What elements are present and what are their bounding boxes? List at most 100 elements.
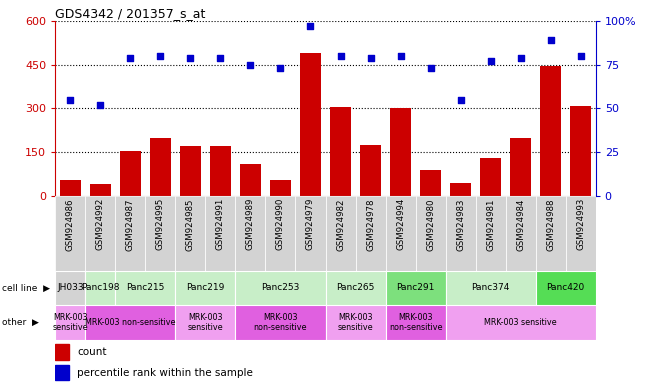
Bar: [270, 180, 291, 196]
Text: Panc219: Panc219: [186, 283, 225, 293]
Bar: [240, 164, 261, 196]
Text: MRK-003
sensitive: MRK-003 sensitive: [53, 313, 88, 332]
Bar: [55, 271, 85, 305]
Point: [365, 55, 376, 61]
Bar: [445, 196, 476, 271]
Text: GSM924989: GSM924989: [246, 198, 255, 250]
Bar: [330, 107, 351, 196]
Text: Panc374: Panc374: [471, 283, 510, 293]
Text: percentile rank within the sample: percentile rank within the sample: [77, 368, 253, 378]
Point: [95, 102, 105, 108]
Point: [456, 97, 466, 103]
Bar: [385, 305, 445, 340]
Bar: [150, 137, 171, 196]
Text: Panc420: Panc420: [547, 283, 585, 293]
Bar: [445, 305, 596, 340]
Point: [335, 53, 346, 59]
Bar: [206, 196, 236, 271]
Bar: [296, 196, 326, 271]
Point: [186, 55, 196, 61]
Text: MRK-003 sensitive: MRK-003 sensitive: [484, 318, 557, 327]
Bar: [55, 344, 69, 360]
Bar: [540, 66, 561, 196]
Text: GSM924984: GSM924984: [516, 198, 525, 251]
Text: MRK-003
non-sensitive: MRK-003 non-sensitive: [389, 313, 442, 332]
Text: GSM924991: GSM924991: [216, 198, 225, 250]
Text: MRK-003
sensitive: MRK-003 sensitive: [187, 313, 223, 332]
Bar: [300, 53, 321, 196]
Text: Panc198: Panc198: [81, 283, 120, 293]
Text: GSM924986: GSM924986: [66, 198, 75, 251]
Text: cell line  ▶: cell line ▶: [2, 283, 50, 293]
Bar: [55, 365, 69, 381]
Text: MRK-003
sensitive: MRK-003 sensitive: [338, 313, 373, 332]
Bar: [145, 196, 175, 271]
Text: JH033: JH033: [57, 283, 84, 293]
Text: GSM924980: GSM924980: [426, 198, 435, 251]
Bar: [60, 180, 81, 196]
Bar: [506, 196, 536, 271]
Text: GSM924978: GSM924978: [366, 198, 375, 251]
Bar: [445, 271, 536, 305]
Point: [215, 55, 226, 61]
Bar: [236, 271, 326, 305]
Point: [395, 53, 406, 59]
Bar: [175, 196, 206, 271]
Point: [125, 55, 135, 61]
Bar: [326, 305, 385, 340]
Text: GSM924982: GSM924982: [336, 198, 345, 251]
Bar: [115, 271, 175, 305]
Text: Panc265: Panc265: [337, 283, 375, 293]
Bar: [210, 146, 231, 196]
Bar: [326, 196, 355, 271]
Bar: [536, 271, 596, 305]
Point: [516, 55, 526, 61]
Text: GSM924993: GSM924993: [576, 198, 585, 250]
Point: [65, 97, 76, 103]
Point: [245, 62, 256, 68]
Text: GSM924987: GSM924987: [126, 198, 135, 251]
Bar: [326, 271, 385, 305]
Bar: [120, 151, 141, 196]
Text: GSM924979: GSM924979: [306, 198, 315, 250]
Text: Panc215: Panc215: [126, 283, 165, 293]
Text: MRK-003
non-sensitive: MRK-003 non-sensitive: [254, 313, 307, 332]
Point: [425, 65, 436, 71]
Point: [155, 53, 165, 59]
Bar: [450, 183, 471, 196]
Text: GSM924990: GSM924990: [276, 198, 285, 250]
Bar: [415, 196, 445, 271]
Bar: [480, 158, 501, 196]
Text: GSM924994: GSM924994: [396, 198, 405, 250]
Text: GSM924981: GSM924981: [486, 198, 495, 251]
Point: [275, 65, 286, 71]
Text: GSM924983: GSM924983: [456, 198, 465, 251]
Bar: [175, 271, 236, 305]
Bar: [385, 271, 445, 305]
Bar: [85, 305, 175, 340]
Bar: [55, 305, 85, 340]
Bar: [476, 196, 506, 271]
Text: Panc253: Panc253: [261, 283, 299, 293]
Text: Panc291: Panc291: [396, 283, 435, 293]
Text: GSM924992: GSM924992: [96, 198, 105, 250]
Point: [575, 53, 586, 59]
Bar: [266, 196, 296, 271]
Text: GSM924995: GSM924995: [156, 198, 165, 250]
Point: [546, 37, 556, 43]
Bar: [566, 196, 596, 271]
Bar: [420, 170, 441, 196]
Bar: [85, 196, 115, 271]
Bar: [390, 109, 411, 196]
Bar: [360, 145, 381, 196]
Text: MRK-003 non-sensitive: MRK-003 non-sensitive: [85, 318, 176, 327]
Text: GSM924985: GSM924985: [186, 198, 195, 251]
Bar: [175, 305, 236, 340]
Bar: [536, 196, 566, 271]
Text: GDS4342 / 201357_s_at: GDS4342 / 201357_s_at: [55, 7, 206, 20]
Bar: [510, 137, 531, 196]
Bar: [85, 271, 115, 305]
Text: other  ▶: other ▶: [2, 318, 39, 327]
Bar: [180, 146, 201, 196]
Bar: [236, 305, 326, 340]
